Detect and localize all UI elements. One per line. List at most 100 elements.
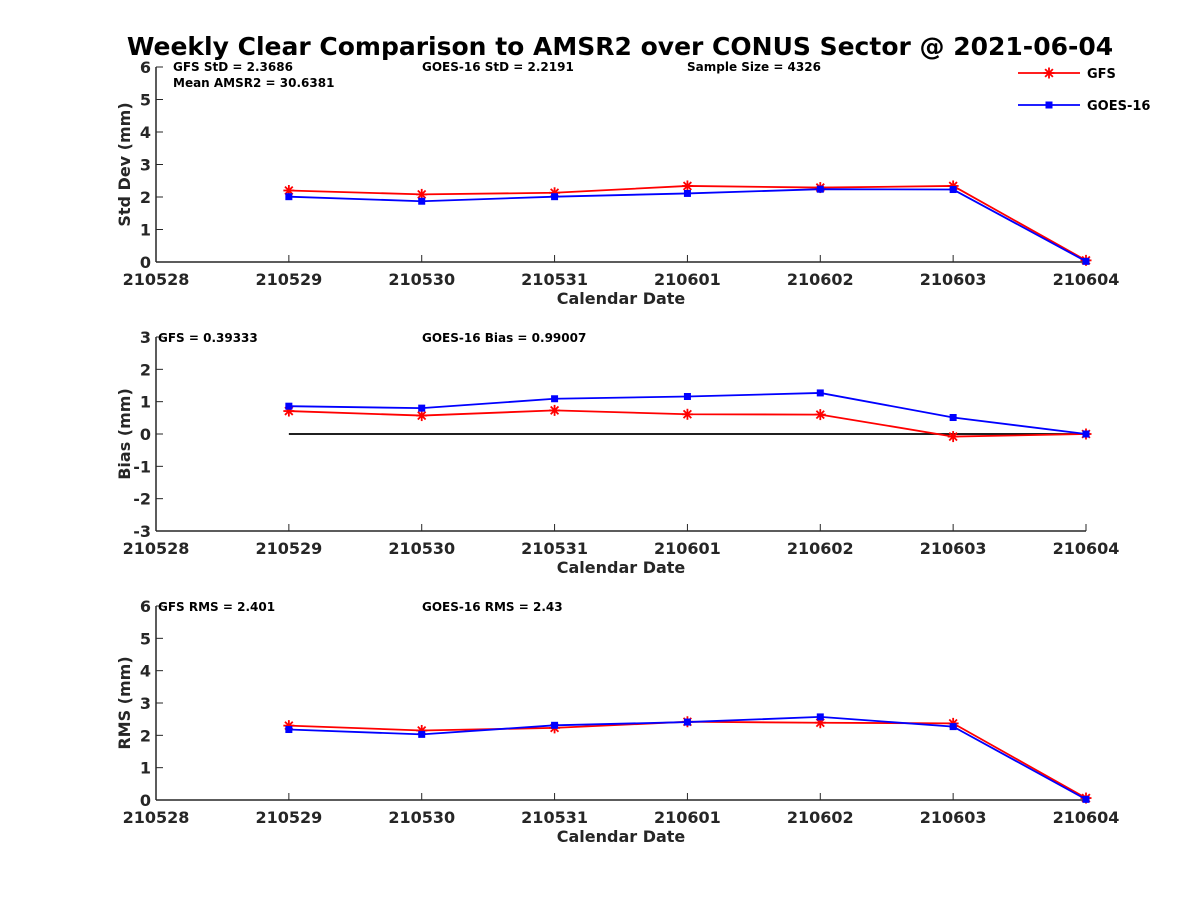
panel-3: 0 1 2 3 4 5 6 210528 210529 210530 210531 210601 210…	[115, 597, 1119, 846]
legend-label: GOES-16	[1087, 99, 1150, 114]
y-tick-label: 6	[140, 597, 151, 616]
data-point	[683, 392, 691, 400]
y-tick-label: -3	[133, 522, 151, 541]
y-axis-label: Std Dev (mm)	[115, 102, 134, 226]
series-goes-16	[285, 185, 1090, 265]
y-axis-label: RMS (mm)	[115, 656, 134, 749]
data-point	[551, 193, 559, 201]
data-point	[683, 189, 691, 197]
series-gfs	[283, 716, 1092, 804]
data-point	[418, 404, 426, 412]
data-point	[418, 730, 426, 738]
x-tick-label: 210529	[255, 808, 322, 827]
stat-annotation: Mean AMSR2 = 30.6381	[173, 76, 334, 90]
y-tick-label: 0	[140, 425, 151, 444]
x-tick-label: 210530	[388, 270, 455, 289]
panel-1: 0 1 2 3 4 5 6 210528 210529 210530 210531 210601 210…	[115, 58, 1119, 308]
x-tick-label: 210528	[123, 808, 190, 827]
x-tick-label: 210604	[1053, 270, 1120, 289]
data-point	[1082, 795, 1090, 803]
data-point	[285, 193, 293, 201]
data-point	[681, 408, 693, 420]
x-tick-label: 210531	[521, 270, 588, 289]
data-point	[683, 718, 691, 726]
x-tick-label: 210601	[654, 539, 721, 558]
series-line	[288, 188, 1087, 263]
data-point	[551, 721, 559, 729]
data-point	[285, 726, 293, 734]
x-tick-label: 210530	[388, 539, 455, 558]
data-point	[816, 713, 824, 721]
x-tick-label: 210602	[787, 270, 854, 289]
series-gfs	[283, 404, 1092, 443]
legend-label: GFS	[1087, 67, 1116, 82]
data-point	[681, 180, 693, 192]
series-goes-16	[285, 389, 1090, 438]
data-point	[551, 395, 559, 403]
y-tick-label: 1	[140, 759, 151, 778]
x-tick-label: 210602	[787, 539, 854, 558]
x-tick-label: 210529	[255, 539, 322, 558]
y-tick-label: 5	[140, 629, 151, 648]
data-point	[949, 186, 957, 194]
y-tick-label: 5	[140, 91, 151, 110]
y-axis-label: Bias (mm)	[115, 388, 134, 480]
data-point	[816, 389, 824, 397]
y-tick-label: 3	[140, 156, 151, 175]
y-tick-label: 2	[140, 360, 151, 379]
series-goes-16	[285, 713, 1090, 803]
legend-item-gfs: GFS	[1018, 67, 1116, 82]
y-tick-label: -1	[133, 457, 151, 476]
chart-title: Weekly Clear Comparison to AMSR2 over CO…	[127, 32, 1113, 61]
y-tick-label: 3	[140, 328, 151, 347]
data-point	[418, 197, 426, 205]
y-tick-label: 4	[140, 662, 151, 681]
y-tick-label: 0	[140, 791, 151, 810]
data-point	[1082, 430, 1090, 438]
x-tick-label: 210603	[920, 270, 987, 289]
x-tick-label: 210528	[123, 270, 190, 289]
panel-2: -3 -2 -1 0 1 2 3 210528 210529 210530 210531 210601…	[115, 328, 1119, 577]
y-tick-label: 0	[140, 253, 151, 272]
x-tick-label: 210530	[388, 808, 455, 827]
data-point	[416, 410, 428, 422]
stat-annotation: GFS RMS = 2.401	[158, 600, 275, 614]
data-point	[947, 431, 959, 443]
x-axis-label: Calendar Date	[557, 289, 686, 308]
legend-item-goes-16: GOES-16	[1018, 99, 1150, 114]
y-tick-label: 3	[140, 694, 151, 713]
x-tick-label: 210604	[1053, 808, 1120, 827]
stat-annotation: GOES-16 Bias = 0.99007	[422, 331, 586, 345]
x-axis-label: Calendar Date	[557, 558, 686, 577]
x-tick-label: 210603	[920, 539, 987, 558]
legend-marker	[1045, 101, 1053, 109]
y-tick-label: 1	[140, 393, 151, 412]
legend: GFS GOES-16	[1018, 67, 1150, 114]
data-point	[949, 414, 957, 422]
data-point	[1082, 257, 1090, 265]
data-point	[549, 404, 561, 416]
x-tick-label: 210528	[123, 539, 190, 558]
stat-annotation: GOES-16 RMS = 2.43	[422, 600, 563, 614]
stat-annotation: GFS StD = 2.3686	[173, 60, 293, 74]
x-tick-label: 210531	[521, 808, 588, 827]
x-tick-label: 210601	[654, 808, 721, 827]
x-tick-label: 210602	[787, 808, 854, 827]
x-axis-label: Calendar Date	[557, 827, 686, 846]
y-tick-label: -2	[133, 490, 151, 509]
legend-marker	[1043, 67, 1055, 79]
data-point	[285, 402, 293, 410]
x-tick-label: 210601	[654, 270, 721, 289]
data-point	[816, 185, 824, 193]
y-tick-label: 1	[140, 221, 151, 240]
y-tick-label: 2	[140, 188, 151, 207]
x-tick-label: 210529	[255, 270, 322, 289]
x-tick-label: 210604	[1053, 539, 1120, 558]
data-point	[416, 188, 428, 200]
data-point	[814, 409, 826, 421]
data-point	[949, 723, 957, 731]
y-tick-label: 2	[140, 726, 151, 745]
stat-annotation: Sample Size = 4326	[687, 60, 821, 74]
